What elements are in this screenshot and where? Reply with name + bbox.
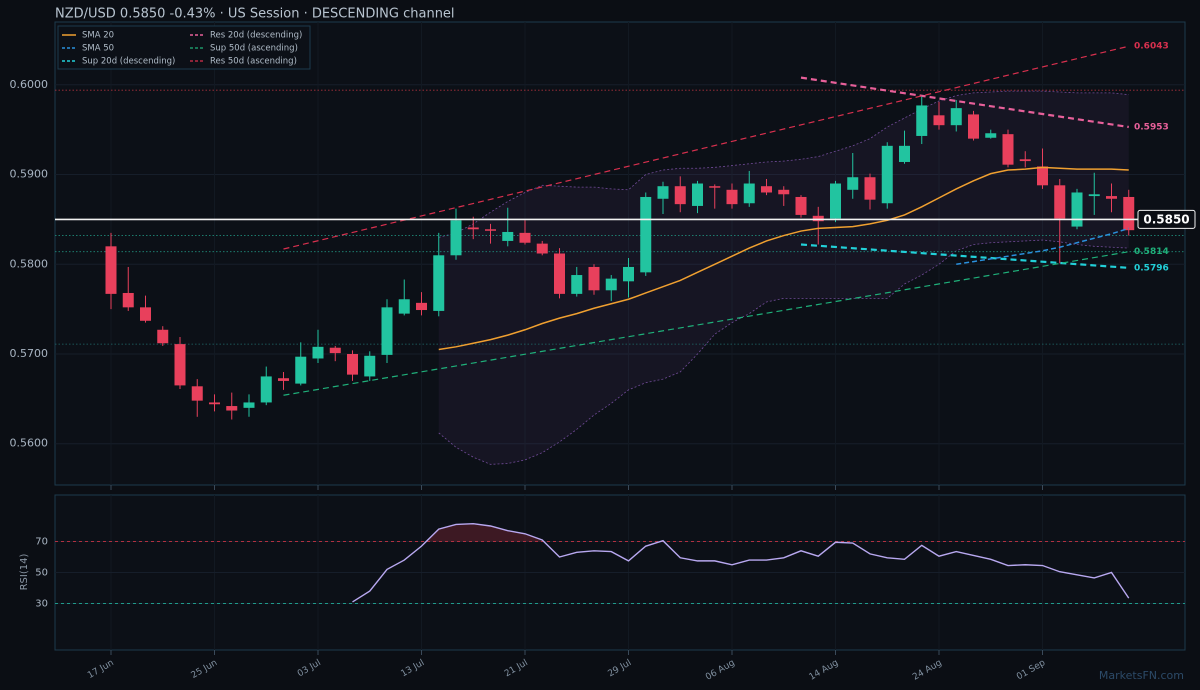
candle-body: [709, 186, 721, 188]
last-price-box: [1137, 209, 1196, 229]
legend-label: Sup 20d (descending): [82, 57, 175, 67]
y-tick-label: 0.5800: [10, 257, 49, 270]
candle-body: [1054, 185, 1066, 219]
candle-body: [1019, 159, 1031, 162]
candle-body: [502, 231, 514, 241]
candle-body: [847, 177, 859, 190]
trend-label: 0.5814: [1134, 247, 1169, 257]
sma-line: [438, 166, 1129, 351]
y-tick-label: 0.5900: [10, 168, 49, 181]
overbought-fill: [352, 523, 1129, 542]
candle-body: [1106, 196, 1117, 199]
legend-label: SMA 50: [82, 44, 114, 54]
candle-body: [795, 196, 807, 215]
candle-body: [122, 292, 134, 308]
candle-body: [554, 253, 565, 294]
candle-body: [1123, 196, 1135, 231]
y-tick-label: 0.5700: [10, 347, 49, 360]
candle-body: [950, 108, 962, 126]
trend-line: [283, 251, 1129, 396]
candle-body: [140, 307, 151, 321]
legend-label: SMA 20: [82, 31, 114, 41]
candle-body: [933, 115, 945, 126]
candle-body: [485, 229, 496, 231]
candle-body: [1071, 192, 1083, 227]
candle-body: [174, 344, 186, 386]
trend-label: 0.5953: [1134, 122, 1169, 132]
legend-box: [57, 25, 311, 70]
candle-body: [692, 183, 703, 206]
candle-body: [899, 145, 910, 162]
candle-body: [364, 355, 376, 377]
candle-body: [674, 186, 686, 205]
candle-body: [295, 356, 307, 384]
candle-body: [416, 302, 427, 311]
candle-body: [191, 386, 203, 401]
trend-line: [800, 243, 1129, 269]
candle-body: [916, 105, 928, 136]
legend-label: Res 50d (ascending): [210, 57, 297, 67]
candle-body: [830, 183, 841, 219]
sma-line: [956, 227, 1129, 266]
candle-body: [1002, 134, 1014, 165]
band-fill: [438, 91, 1129, 465]
candle-body: [623, 266, 634, 282]
candle-body: [968, 114, 979, 139]
chart-title: NZD/USD 0.5850 -0.43% · US Session · DES…: [55, 7, 455, 22]
rsi-line: [352, 522, 1130, 603]
legend-label: Res 20d (descending): [210, 31, 302, 41]
candle-body: [381, 307, 393, 355]
candle-body: [467, 227, 479, 230]
candle-body: [985, 133, 997, 138]
candle-body: [347, 353, 358, 375]
trend-label: 0.6043: [1134, 42, 1169, 52]
band-upper: [438, 90, 1129, 238]
candle-body: [812, 215, 824, 222]
candle-body: [726, 189, 738, 205]
candle-body: [157, 329, 169, 344]
candle-body: [209, 402, 220, 405]
candle-body: [743, 183, 755, 204]
last-price-label: 0.5850: [1143, 212, 1189, 226]
candle-body: [398, 299, 410, 314]
candle-body: [536, 243, 548, 254]
candle-body: [571, 275, 583, 294]
candle-body: [1088, 194, 1100, 197]
watermark: MarketsFN.com: [1099, 669, 1184, 682]
rsi-tick-label: 70: [35, 537, 48, 548]
band-lower: [438, 239, 1129, 465]
candle-body: [605, 278, 617, 291]
rsi-tick-label: 30: [35, 599, 48, 610]
rsi-tick-label: 50: [35, 568, 48, 579]
candle-body: [226, 406, 238, 411]
candle-body: [278, 378, 289, 381]
trend-line: [800, 76, 1129, 129]
price-panel: [54, 21, 1186, 486]
y-tick-label: 0.6000: [10, 78, 49, 91]
candle-body: [519, 232, 531, 243]
candle-body: [761, 186, 772, 193]
candle-body: [329, 347, 341, 354]
y-tick-label: 0.5600: [10, 437, 49, 450]
candle-body: [778, 189, 790, 195]
candle-body: [260, 376, 272, 403]
legend-label: Sup 50d (ascending): [210, 44, 298, 54]
candle-body: [450, 220, 462, 256]
candle-body: [640, 196, 652, 273]
trend-line: [283, 45, 1129, 250]
candle-body: [657, 186, 669, 199]
candle-body: [105, 246, 117, 294]
candle-body: [312, 346, 324, 359]
candle-body: [1037, 166, 1048, 186]
candle-body: [433, 255, 445, 311]
candle-body: [588, 266, 600, 291]
rsi-axis-label: RSI(14): [19, 554, 30, 591]
candle-body: [243, 402, 255, 408]
trend-label: 0.5796: [1134, 263, 1169, 273]
candle-body: [881, 145, 893, 204]
candle-body: [864, 177, 876, 200]
